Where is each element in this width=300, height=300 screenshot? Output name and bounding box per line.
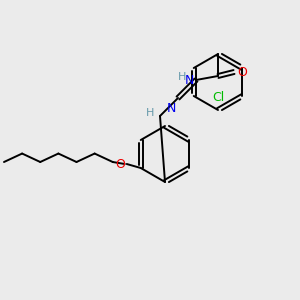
Text: H: H — [178, 72, 186, 82]
Text: O: O — [237, 65, 247, 79]
Text: N: N — [184, 74, 194, 86]
Text: H: H — [146, 108, 154, 118]
Text: N: N — [167, 102, 176, 115]
Text: Cl: Cl — [212, 91, 224, 104]
Text: O: O — [115, 158, 125, 172]
